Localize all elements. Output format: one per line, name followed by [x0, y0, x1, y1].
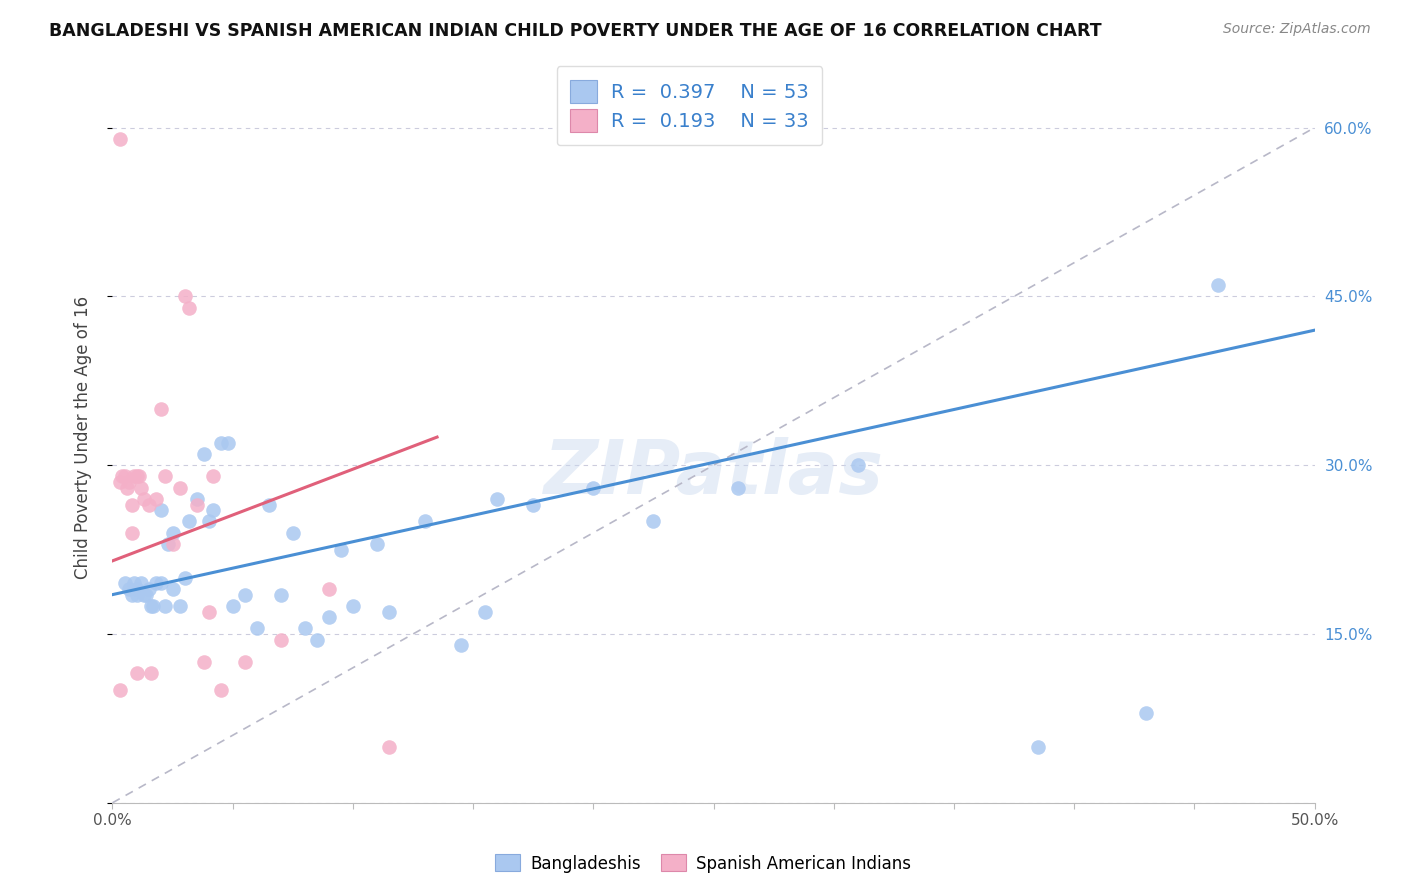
Point: [318, 582, 340, 596]
Point: [114, 469, 136, 483]
Point: [522, 498, 544, 512]
Point: [145, 491, 167, 506]
Point: [169, 599, 191, 613]
Point: [162, 537, 184, 551]
Point: [128, 469, 150, 483]
Point: [197, 605, 219, 619]
Point: [121, 525, 143, 540]
Y-axis label: Child Poverty Under the Age of 16: Child Poverty Under the Age of 16: [73, 295, 91, 579]
Point: [145, 576, 167, 591]
Point: [342, 599, 364, 613]
Point: [413, 515, 436, 529]
Point: [846, 458, 869, 473]
Point: [222, 599, 245, 613]
Point: [173, 289, 195, 303]
Point: [582, 481, 605, 495]
Text: Source: ZipAtlas.com: Source: ZipAtlas.com: [1223, 22, 1371, 37]
Point: [233, 588, 256, 602]
Point: [270, 588, 292, 602]
Point: [193, 655, 215, 669]
Point: [138, 582, 160, 596]
Point: [1135, 706, 1157, 720]
Point: [202, 503, 225, 517]
Point: [378, 739, 401, 754]
Point: [131, 576, 153, 591]
Point: [179, 515, 201, 529]
Point: [122, 469, 145, 483]
Point: [121, 498, 143, 512]
Point: [378, 605, 401, 619]
Point: [118, 582, 141, 596]
Legend: Bangladeshis, Spanish American Indians: Bangladeshis, Spanish American Indians: [488, 847, 918, 880]
Point: [486, 491, 509, 506]
Point: [138, 498, 160, 512]
Point: [122, 576, 145, 591]
Point: [125, 469, 148, 483]
Point: [1026, 739, 1049, 754]
Point: [108, 132, 131, 146]
Point: [131, 481, 153, 495]
Point: [305, 632, 328, 647]
Point: [270, 632, 292, 647]
Point: [329, 542, 352, 557]
Point: [318, 610, 340, 624]
Point: [114, 576, 136, 591]
Point: [155, 469, 177, 483]
Point: [149, 576, 172, 591]
Point: [142, 599, 165, 613]
Point: [118, 475, 141, 489]
Point: [209, 683, 232, 698]
Point: [139, 599, 162, 613]
Point: [121, 588, 143, 602]
Point: [217, 435, 239, 450]
Point: [366, 537, 388, 551]
Point: [643, 515, 665, 529]
Point: [108, 683, 131, 698]
Point: [149, 503, 172, 517]
Point: [246, 621, 269, 635]
Point: [233, 655, 256, 669]
Point: [179, 301, 201, 315]
Point: [132, 491, 155, 506]
Point: [1208, 278, 1230, 293]
Point: [294, 621, 316, 635]
Point: [111, 469, 134, 483]
Point: [209, 435, 232, 450]
Point: [162, 582, 184, 596]
Point: [149, 401, 172, 416]
Legend: R =  0.397    N = 53, R =  0.193    N = 33: R = 0.397 N = 53, R = 0.193 N = 33: [557, 66, 823, 145]
Text: BANGLADESHI VS SPANISH AMERICAN INDIAN CHILD POVERTY UNDER THE AGE OF 16 CORRELA: BANGLADESHI VS SPANISH AMERICAN INDIAN C…: [49, 22, 1102, 40]
Point: [186, 498, 208, 512]
Point: [193, 447, 215, 461]
Point: [115, 481, 138, 495]
Point: [125, 582, 148, 596]
Point: [474, 605, 496, 619]
Point: [257, 498, 280, 512]
Point: [125, 588, 148, 602]
Point: [125, 666, 148, 681]
Point: [450, 638, 472, 652]
Point: [727, 481, 749, 495]
Point: [186, 491, 208, 506]
Point: [156, 537, 179, 551]
Point: [169, 481, 191, 495]
Text: ZIPatlas: ZIPatlas: [544, 437, 883, 510]
Point: [197, 515, 219, 529]
Point: [281, 525, 304, 540]
Point: [139, 666, 162, 681]
Point: [202, 469, 225, 483]
Point: [108, 475, 131, 489]
Point: [135, 588, 157, 602]
Point: [162, 525, 184, 540]
Point: [173, 571, 195, 585]
Point: [132, 588, 155, 602]
Point: [155, 599, 177, 613]
